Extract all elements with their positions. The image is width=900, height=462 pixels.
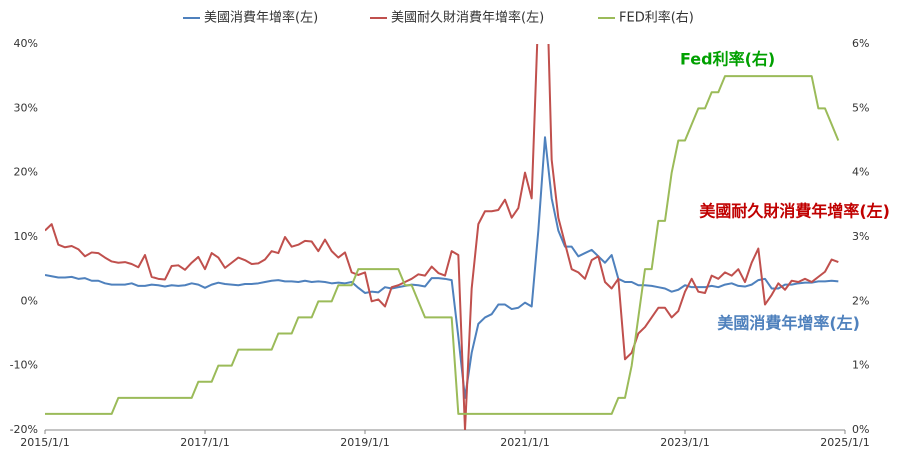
y2-tick-label: 5% [852, 101, 869, 114]
series-line [45, 75, 840, 415]
y-tick-label: -20% [10, 423, 38, 436]
x-tick-label: 2015/1/1 [20, 436, 69, 449]
legend-label: FED利率(右) [619, 10, 694, 26]
series-line [45, 44, 839, 430]
series-line [45, 136, 839, 399]
y2-tick-label: 3% [852, 230, 869, 243]
y2-tick-label: 2% [852, 294, 869, 307]
y-tick-label: 30% [14, 101, 38, 114]
y2-tick-label: 0% [852, 423, 869, 436]
x-tick-label: 2017/1/1 [180, 436, 229, 449]
annotation: 美國消費年增率(左) [717, 314, 860, 333]
x-tick-label: 2023/1/1 [660, 436, 709, 449]
y-tick-label: -10% [10, 359, 38, 372]
x-tick-label: 2021/1/1 [500, 436, 549, 449]
annotation: Fed利率(右) [680, 50, 775, 69]
x-tick-label: 2025/1/1 [820, 436, 869, 449]
y-tick-label: 20% [14, 166, 38, 179]
x-tick-label: 2019/1/1 [340, 436, 389, 449]
y2-tick-label: 6% [852, 37, 869, 50]
y2-tick-label: 4% [852, 166, 869, 179]
y2-tick-label: 1% [852, 359, 869, 372]
legend-label: 美國耐久財消費年增率(左) [391, 10, 544, 26]
legend-label: 美國消費年增率(左) [204, 10, 318, 26]
annotation: 美國耐久財消費年增率(左) [699, 202, 890, 221]
y-tick-label: 0% [21, 294, 38, 307]
y-tick-label: 40% [14, 37, 38, 50]
y-tick-label: 10% [14, 230, 38, 243]
